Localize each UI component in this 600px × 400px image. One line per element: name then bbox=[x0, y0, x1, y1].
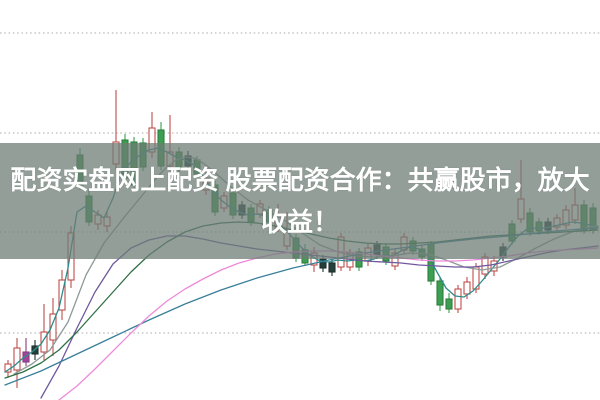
headline-line-1: 配资实盘网上配资 股票配资合作：共赢股市，放大 bbox=[10, 165, 590, 195]
candle bbox=[40, 304, 48, 360]
candle bbox=[454, 285, 462, 313]
candle bbox=[22, 338, 30, 366]
headline-banner: 配资实盘网上配资 股票配资合作：共赢股市，放大 收益！ bbox=[0, 143, 600, 259]
candle bbox=[436, 277, 444, 311]
headline-line-2: 收益！ bbox=[260, 207, 339, 237]
candle bbox=[445, 293, 453, 313]
